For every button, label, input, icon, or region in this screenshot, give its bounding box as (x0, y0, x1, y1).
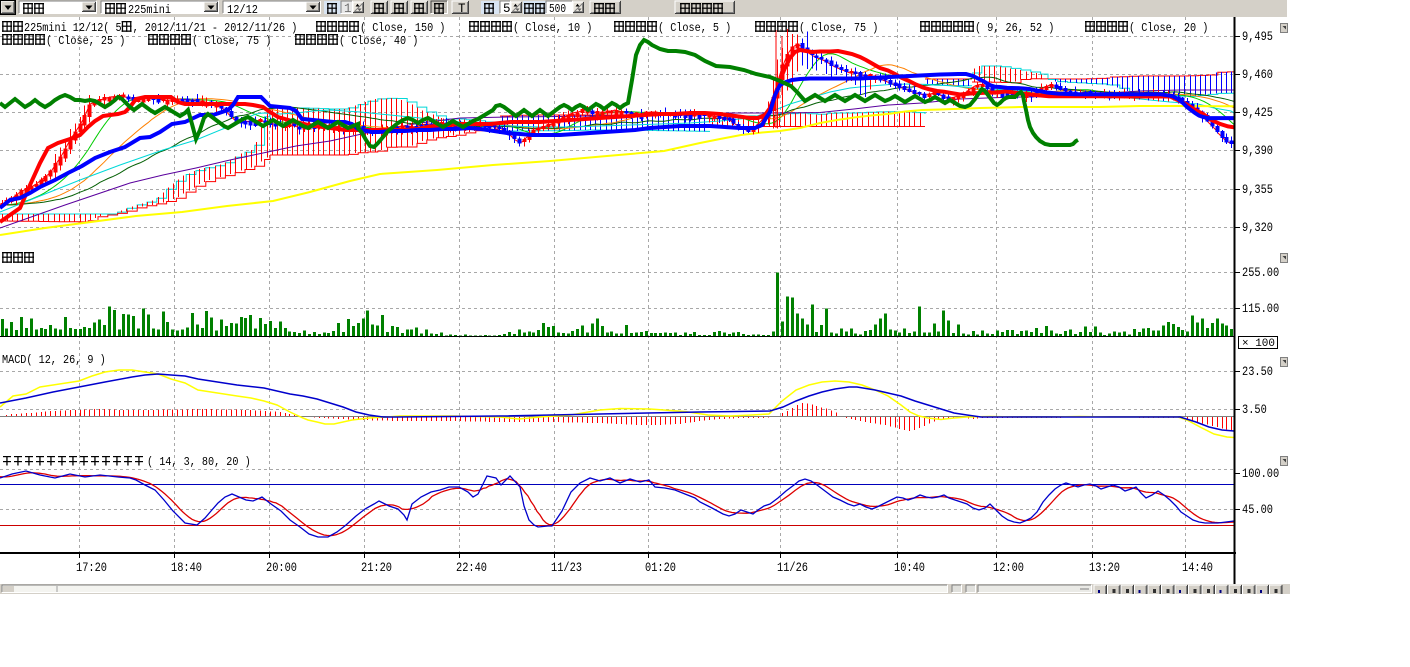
svg-text:, 2012/11/21 - 2012/11/26 ): , 2012/11/21 - 2012/11/26 ) (133, 21, 298, 35)
svg-text:100.00: 100.00 (1242, 467, 1279, 481)
svg-text:( 9, 26, 52 ): ( 9, 26, 52 ) (975, 21, 1054, 35)
svg-text:17:20: 17:20 (76, 561, 107, 575)
svg-text:225mini: 225mini (128, 3, 171, 17)
svg-text:10:40: 10:40 (894, 561, 925, 575)
svg-text:× 100: × 100 (1242, 338, 1275, 350)
svg-text:9,320: 9,320 (1242, 221, 1273, 235)
svg-text:255.00: 255.00 (1242, 266, 1279, 280)
svg-text:12:00: 12:00 (993, 561, 1024, 575)
svg-text:11/26: 11/26 (777, 561, 808, 575)
svg-text:500: 500 (549, 2, 566, 16)
svg-text:3.50: 3.50 (1242, 403, 1267, 417)
svg-text:14:40: 14:40 (1182, 561, 1213, 575)
svg-text:225mini 12/12( 5: 225mini 12/12( 5 (24, 21, 122, 35)
svg-text:9,390: 9,390 (1242, 144, 1273, 158)
svg-text:T: T (458, 2, 466, 16)
svg-text:9,460: 9,460 (1242, 68, 1273, 82)
svg-text:5: 5 (503, 2, 511, 16)
svg-text:11/23: 11/23 (551, 561, 582, 575)
svg-text:( 14, 3, 80, 20 ): ( 14, 3, 80, 20 ) (147, 455, 251, 469)
svg-text:22:40: 22:40 (456, 561, 487, 575)
svg-text:( Close, 5 ): ( Close, 5 ) (658, 21, 731, 35)
svg-text:( Close, 40 ): ( Close, 40 ) (339, 34, 418, 48)
svg-text:9,355: 9,355 (1242, 183, 1273, 197)
svg-text:12/12: 12/12 (227, 3, 258, 17)
svg-text:45.00: 45.00 (1242, 503, 1273, 517)
svg-text:9,425: 9,425 (1242, 106, 1273, 120)
svg-text:20:00: 20:00 (266, 561, 297, 575)
svg-text:( Close, 20 ): ( Close, 20 ) (1129, 21, 1208, 35)
svg-text:21:20: 21:20 (361, 561, 392, 575)
svg-text:( Close, 150 ): ( Close, 150 ) (360, 21, 445, 35)
svg-text:13:20: 13:20 (1089, 561, 1120, 575)
svg-text:115.00: 115.00 (1242, 302, 1279, 316)
svg-text:18:40: 18:40 (171, 561, 202, 575)
svg-text:01:20: 01:20 (645, 561, 676, 575)
svg-text:( Close, 25 ): ( Close, 25 ) (46, 34, 125, 48)
svg-text:( Close, 75 ): ( Close, 75 ) (799, 21, 878, 35)
svg-text:MACD( 12, 26, 9 ): MACD( 12, 26, 9 ) (2, 353, 106, 367)
svg-text:23.50: 23.50 (1242, 365, 1273, 379)
svg-text:1: 1 (344, 2, 352, 16)
svg-text:( Close, 10 ): ( Close, 10 ) (513, 21, 592, 35)
svg-text:( Close, 75 ): ( Close, 75 ) (192, 34, 271, 48)
svg-text:9,495: 9,495 (1242, 30, 1273, 44)
